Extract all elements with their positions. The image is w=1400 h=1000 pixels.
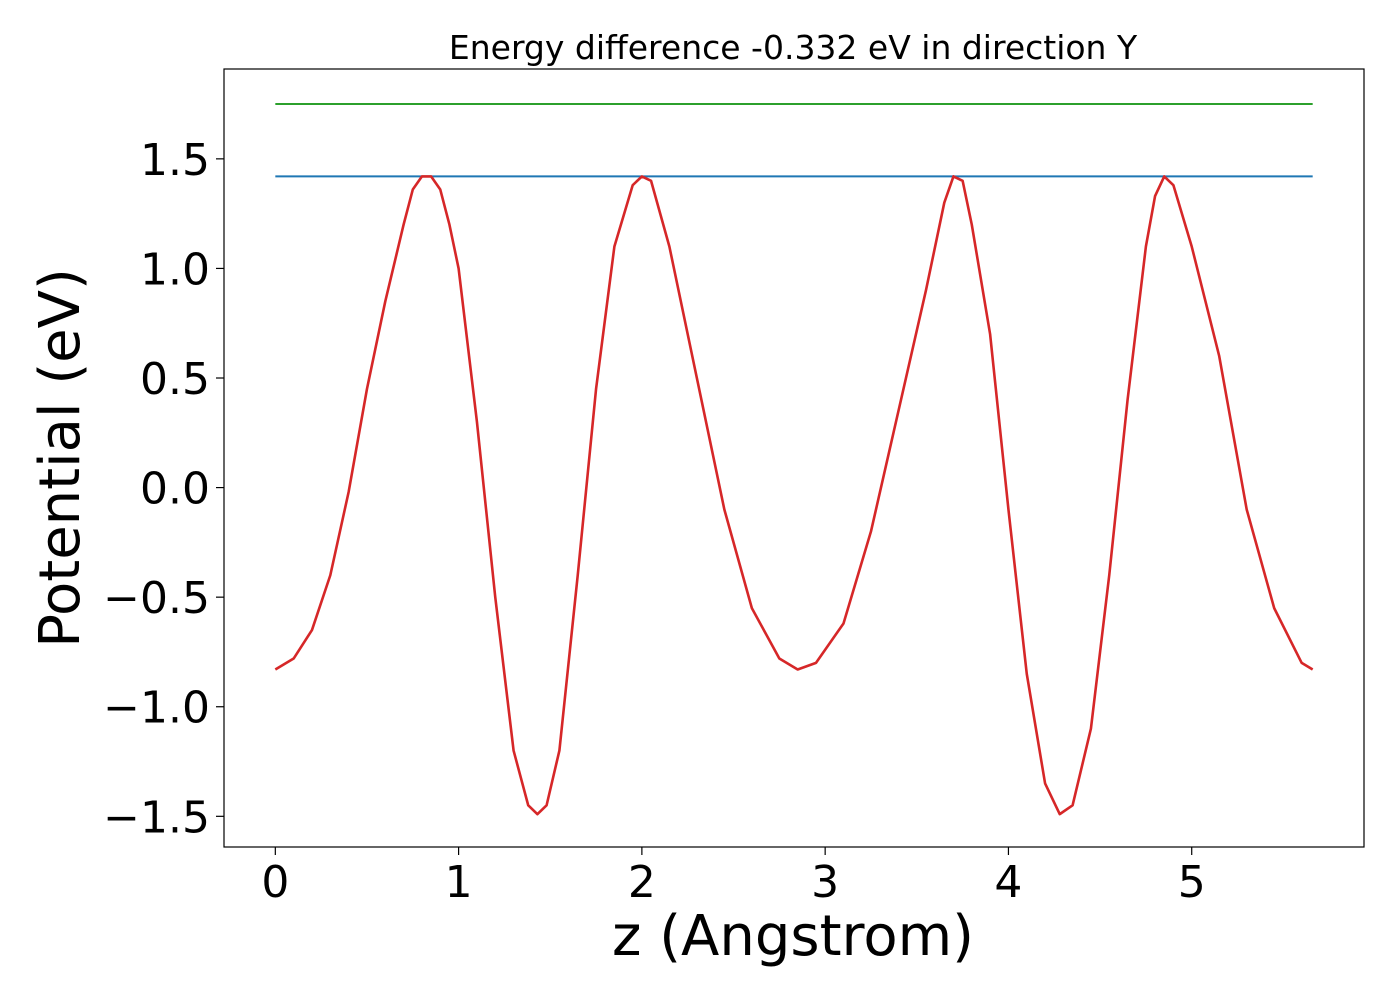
y-axis: −1.5 −1.0 −0.5 0.0 0.5 1.0 1.5: [103, 135, 224, 843]
x-tick-label: 1: [445, 857, 473, 908]
x-axis-label: z (Angstrom): [612, 904, 974, 969]
y-axis-label: Potential (eV): [28, 268, 93, 648]
y-tick-label: 1.5: [140, 135, 210, 186]
y-tick-label: 0.5: [140, 354, 210, 405]
chart-title: Energy difference -0.332 eV in direction…: [449, 28, 1138, 67]
y-tick-label: −1.0: [103, 683, 210, 734]
y-tick-label: −0.5: [103, 573, 210, 624]
series-layer: [274, 103, 1314, 816]
x-tick-label: 2: [628, 857, 656, 908]
y-tick-label: 0.0: [140, 464, 210, 515]
x-tick-label: 5: [1178, 857, 1206, 908]
series-line-3: [274, 175, 1314, 816]
y-tick-label: 1.0: [140, 244, 210, 295]
x-axis: 0 1 2 3 4 5: [261, 847, 1206, 908]
x-tick-label: 4: [994, 857, 1022, 908]
x-tick-label: 0: [261, 857, 289, 908]
x-tick-label: 3: [811, 857, 839, 908]
y-tick-label: −1.5: [103, 792, 210, 843]
plot-frame: [223, 68, 1365, 848]
